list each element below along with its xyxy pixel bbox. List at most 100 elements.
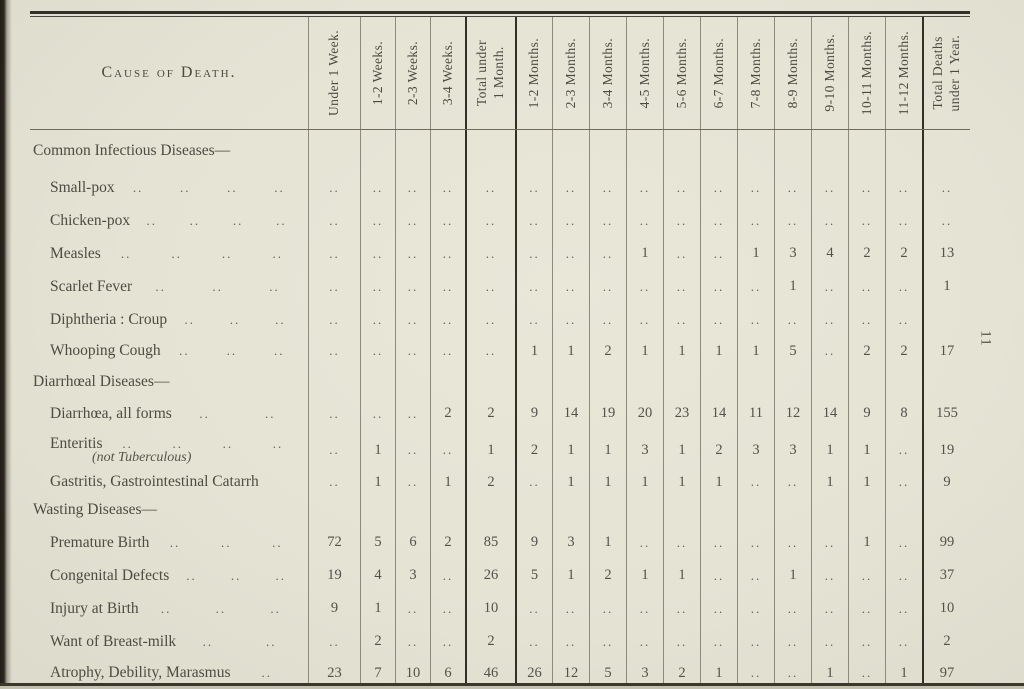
cell-value: 3 xyxy=(641,664,649,681)
table-cell: .. xyxy=(308,397,360,430)
cell-value: 26 xyxy=(483,567,499,583)
leader-dots: .. xyxy=(276,212,287,228)
cell-value: 99 xyxy=(939,534,955,550)
table-cell: .. xyxy=(700,592,737,625)
empty-marker: .. xyxy=(407,311,419,327)
empty-marker: .. xyxy=(898,278,910,294)
table-cell: .. xyxy=(430,171,465,204)
table-cell: .. xyxy=(626,625,663,658)
column-header: Under 1 Week. xyxy=(308,17,360,129)
table-cell: 6 xyxy=(430,658,465,688)
table-cell: .. xyxy=(430,430,465,470)
column-header: 7-8 Months. xyxy=(737,17,774,129)
table-cell: .. xyxy=(885,470,922,494)
column-header: 3-4 Months. xyxy=(589,17,626,129)
leader-dots: .. xyxy=(189,212,201,228)
infant-mortality-table: Cause of Death. Under 1 Week. 1-2 Weeks. 2-… xyxy=(30,11,970,688)
empty-marker: .. xyxy=(485,311,497,327)
cause-line: Premature Birth...... xyxy=(30,534,308,552)
table-row: Atrophy, Debility, Marasmus.. 23 7 10 6 46 26 1… xyxy=(30,658,970,688)
table-cell: 2 xyxy=(465,625,515,658)
table-cell: .. xyxy=(663,270,700,303)
table-cell xyxy=(626,130,663,171)
column-header-label: 11-12 Months. xyxy=(895,30,911,116)
empty-marker: .. xyxy=(941,212,953,228)
leader-dots: .. xyxy=(274,343,285,358)
table-cell: 1 xyxy=(552,470,589,494)
table-cell xyxy=(589,494,626,526)
cell-value: 1 xyxy=(641,245,649,261)
table-cell: .. xyxy=(465,171,515,204)
table-cell: 99 xyxy=(922,526,970,559)
cell-value: 1 xyxy=(374,441,382,458)
table-cell: .. xyxy=(395,430,430,470)
table-cell xyxy=(626,366,663,397)
table-cell: .. xyxy=(774,658,811,688)
table-cell: 1 xyxy=(848,526,885,559)
table-cell: 9 xyxy=(308,592,360,625)
table-cell xyxy=(395,130,430,171)
table-cell: .. xyxy=(589,270,626,303)
empty-marker: .. xyxy=(676,278,688,294)
table-cell: 23 xyxy=(308,658,360,688)
table-cell: 1 xyxy=(811,470,848,494)
column-header: 4-5 Months. xyxy=(626,17,663,129)
table-cell xyxy=(552,130,589,171)
cell-value: 1 xyxy=(715,664,723,681)
cell-value: 6 xyxy=(444,664,452,681)
table-cell: .. xyxy=(626,204,663,237)
empty-marker: .. xyxy=(750,212,762,228)
table-cell: .. xyxy=(737,526,774,559)
cell-value: 1 xyxy=(789,567,797,583)
cell-value: 1 xyxy=(444,473,452,490)
table-cell: 2 xyxy=(360,625,395,658)
column-header-label: 10-11 Months. xyxy=(858,30,874,116)
column-header: Total Deaths under 1 Year. xyxy=(922,17,970,129)
table-cell xyxy=(700,494,737,526)
cell-value: 1 xyxy=(530,342,539,359)
empty-marker: .. xyxy=(713,534,725,550)
table-row: Scarlet Fever...........................… xyxy=(30,270,970,303)
table-cell: 4 xyxy=(360,559,395,592)
table-cell: .. xyxy=(885,303,922,336)
leader-dots: .. xyxy=(266,633,277,649)
table-cell: 8 xyxy=(885,397,922,430)
table-cell: 1 xyxy=(552,559,589,592)
table-cell: 10 xyxy=(395,658,430,688)
leader-dots: .. xyxy=(160,600,172,616)
cause-cell: Atrophy, Debility, Marasmus.. xyxy=(30,658,308,688)
cell-value: 1 xyxy=(943,278,951,294)
empty-marker: .. xyxy=(407,633,419,649)
table-cell: .. xyxy=(663,237,700,270)
empty-marker: .. xyxy=(529,245,540,261)
cell-value: 1 xyxy=(863,534,871,550)
empty-marker: .. xyxy=(565,278,577,294)
table-cell xyxy=(515,130,552,171)
table-cell: .. xyxy=(885,430,922,470)
cell-value: 1 xyxy=(678,473,686,490)
table-cell: 72 xyxy=(308,526,360,559)
leader-dots: .. xyxy=(179,343,190,358)
cause-label: Premature Birth xyxy=(50,533,150,551)
table-cell: .. xyxy=(663,592,700,625)
table-cell xyxy=(737,494,774,526)
cell-value: 1 xyxy=(715,473,723,490)
cause-cell: Small-pox........ xyxy=(30,171,308,204)
table-cell: 1 xyxy=(360,470,395,494)
table-cell xyxy=(663,366,700,397)
table-cell: .. xyxy=(848,171,885,204)
cause-line: Congenital Defects...... xyxy=(30,567,308,585)
table-cell: 19 xyxy=(308,559,360,592)
table-row: Chicken-pox.............................… xyxy=(30,204,970,237)
table-cell: .. xyxy=(465,270,515,303)
table-cell: .. xyxy=(885,171,922,204)
leader-dots: .. xyxy=(220,534,232,550)
cause-label: Diarrhœa, all forms xyxy=(50,404,172,422)
table-cell: 6 xyxy=(395,526,430,559)
column-header: 2-3 Weeks. xyxy=(395,17,430,129)
leader-dots: .. xyxy=(275,567,286,583)
table-cell: .. xyxy=(663,303,700,336)
cause-label: Atrophy, Debility, Marasmus xyxy=(50,664,231,681)
cell-value: 4 xyxy=(374,567,382,583)
